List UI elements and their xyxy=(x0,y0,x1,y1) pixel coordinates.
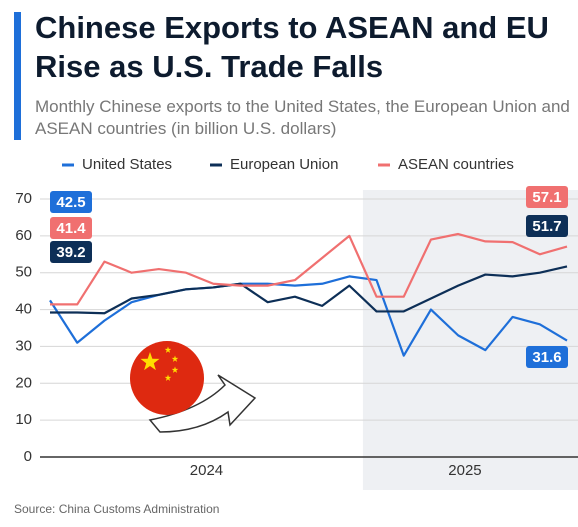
y-tick-label: 50 xyxy=(15,264,32,281)
value-label: 41.4 xyxy=(56,220,86,237)
y-tick-label: 0 xyxy=(24,448,32,465)
value-label: 51.7 xyxy=(532,218,561,235)
chart-title: Chinese Exports to ASEAN and EU Rise as … xyxy=(35,10,549,84)
y-tick-label: 30 xyxy=(15,337,32,354)
value-label: 31.6 xyxy=(532,349,561,366)
value-label-box xyxy=(526,215,568,237)
y-tick-label: 20 xyxy=(15,374,32,391)
legend-label: European Union xyxy=(230,156,338,173)
flag-icon xyxy=(130,341,257,433)
y-tick-label: 40 xyxy=(15,301,32,318)
legend-label: ASEAN countries xyxy=(398,156,514,173)
y-tick-label: 60 xyxy=(15,227,32,244)
legend-label: United States xyxy=(82,156,172,173)
value-label: 57.1 xyxy=(532,189,561,206)
series-line xyxy=(49,275,568,357)
value-label-box xyxy=(50,217,92,239)
flag-star xyxy=(171,355,179,362)
value-label-box xyxy=(526,186,568,208)
y-tick-label: 10 xyxy=(15,411,32,428)
source: Source: China Customs Administration xyxy=(14,502,220,516)
series-line xyxy=(50,265,568,315)
accent-bar xyxy=(14,12,21,140)
series-line xyxy=(50,232,568,306)
value-label-box xyxy=(526,346,568,368)
value-label: 39.2 xyxy=(56,244,85,261)
y-tick-label: 70 xyxy=(15,190,32,207)
flag-star xyxy=(171,366,179,373)
value-label-box xyxy=(50,241,92,263)
x-group-label: 2025 xyxy=(448,462,481,479)
flag-star xyxy=(164,374,172,381)
flag-star xyxy=(140,352,160,371)
chart-subtitle: Monthly Chinese exports to the United St… xyxy=(35,97,570,138)
value-label-box xyxy=(50,191,92,213)
x-group-label: 2024 xyxy=(190,462,223,479)
header: Chinese Exports to ASEAN and EU Rise as … xyxy=(0,0,578,150)
flag-star xyxy=(164,346,172,353)
value-label: 42.5 xyxy=(56,194,85,211)
